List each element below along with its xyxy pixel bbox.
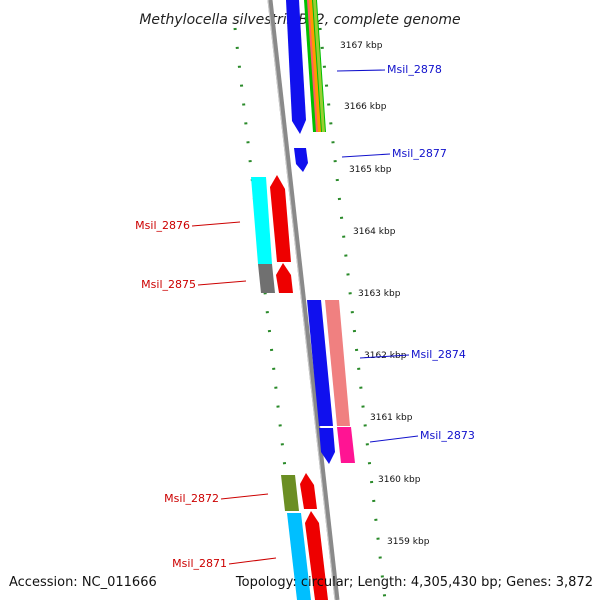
gene-Msil_2875[interactable] <box>276 263 293 293</box>
gene-label-Msil_2876[interactable]: Msil_2876 <box>135 219 190 232</box>
gene-Msil_2878[interactable] <box>286 0 306 134</box>
label-leader-line <box>341 153 391 158</box>
gene-Msil_2876[interactable] <box>270 175 291 262</box>
tick-label: 3160 kbp <box>378 475 421 485</box>
genome-backbone-highlight <box>267 0 336 600</box>
gene-Msil_2871-skyblue[interactable] <box>287 513 311 600</box>
gene-Msil_2873[interactable] <box>337 427 355 463</box>
tick-label: 3165 kbp <box>349 165 392 175</box>
label-leader-line <box>369 435 419 443</box>
label-leader-line <box>359 354 410 359</box>
gene-label-Msil_2875[interactable]: Msil_2875 <box>141 278 196 291</box>
gene-label-Msil_2872[interactable]: Msil_2872 <box>164 492 219 505</box>
gene-Msil_2874[interactable] <box>325 300 350 426</box>
gene-label-Msil_2877[interactable]: Msil_2877 <box>392 147 447 160</box>
gene-label-Msil_2878[interactable]: Msil_2878 <box>387 63 442 76</box>
gene-label-Msil_2874[interactable]: Msil_2874 <box>411 348 466 361</box>
accession-text: Accession: NC_011666 <box>9 575 157 590</box>
gene-Msil_2874-blue[interactable] <box>307 300 333 426</box>
gene-Msil_2875-gray[interactable] <box>258 264 275 293</box>
outer-dotted-track-right <box>318 27 387 600</box>
gene-Msil_2876-cyan[interactable] <box>251 177 272 264</box>
gene-Msil_2879-cluster[interactable] <box>304 0 326 132</box>
outer-dotted-track-left <box>233 27 302 600</box>
gene-Msil_2877[interactable] <box>294 148 308 172</box>
gene-Msil_2871[interactable] <box>305 511 328 600</box>
gene-label-Msil_2871[interactable]: Msil_2871 <box>172 557 227 570</box>
label-leader-line <box>220 493 269 500</box>
gene-Msil_2872-olive[interactable] <box>281 475 299 511</box>
gene-Msil_2873-blue[interactable] <box>319 428 335 464</box>
label-leader-line <box>228 557 277 565</box>
gene-label-Msil_2873[interactable]: Msil_2873 <box>420 429 475 442</box>
genome-backbone <box>267 0 340 600</box>
tick-label: 3163 kbp <box>358 289 401 299</box>
tick-label: 3167 kbp <box>340 41 383 51</box>
genome-summary-text: Topology: circular; Length: 4,305,430 bp… <box>235 575 593 590</box>
gene-Msil_2872[interactable] <box>300 473 317 509</box>
label-leader-line <box>197 280 247 286</box>
tick-label: 3159 kbp <box>387 537 430 547</box>
label-leader-line <box>336 69 386 72</box>
tick-label: 3164 kbp <box>353 227 396 237</box>
label-leader-line <box>191 221 241 227</box>
tick-label: 3161 kbp <box>370 413 413 423</box>
tick-label: 3166 kbp <box>344 102 387 112</box>
